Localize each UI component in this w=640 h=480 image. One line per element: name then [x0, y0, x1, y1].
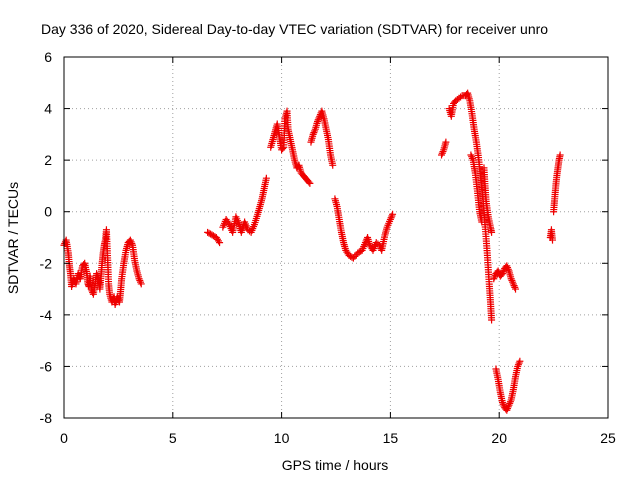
chart-title: Day 336 of 2020, Sidereal Day-to-day VTE…: [41, 21, 548, 37]
data-point: [494, 267, 502, 275]
data-point: [136, 276, 144, 284]
data-point: [135, 275, 143, 283]
data-point: [504, 405, 512, 413]
data-point: [549, 236, 557, 244]
data-point: [438, 149, 446, 157]
data-point: [490, 275, 498, 283]
data-point: [514, 362, 522, 370]
data-point: [511, 283, 519, 291]
data-point: [488, 228, 496, 236]
data-point: [514, 361, 522, 369]
x-tick-labels: 0 5 10 15 20 25: [60, 430, 616, 446]
data-point: [310, 129, 318, 137]
data-point: [128, 240, 136, 248]
data-point: [309, 130, 317, 138]
data-point: [498, 399, 506, 407]
data-point: [478, 218, 486, 226]
data-point: [386, 215, 394, 223]
data-point: [490, 273, 498, 281]
data-point: [224, 219, 232, 227]
data-point: [388, 212, 396, 220]
data-point: [506, 399, 514, 407]
data-point: [556, 151, 564, 159]
data-point: [503, 406, 511, 414]
data-point: [387, 214, 395, 222]
data-point: [442, 138, 450, 146]
y-tick-label: -4: [40, 307, 53, 323]
data-point: [507, 275, 515, 283]
y-tick-label: 6: [44, 49, 52, 65]
y-tick-label: -2: [40, 255, 53, 271]
data-point: [503, 262, 511, 270]
y-tick-label: 2: [44, 152, 52, 168]
axis-ticks: [63, 56, 609, 419]
data-point: [498, 270, 506, 278]
data-point: [499, 400, 507, 408]
y-tick-label: -6: [40, 358, 53, 374]
data-point: [127, 238, 135, 246]
x-tick-label: 10: [274, 430, 290, 446]
x-tick-label: 0: [60, 430, 68, 446]
data-point: [314, 116, 322, 124]
data-point: [509, 278, 517, 286]
data-point: [305, 178, 313, 186]
data-point: [505, 401, 513, 409]
data-point: [504, 264, 512, 272]
y-tick-label: -8: [40, 410, 53, 426]
data-point: [508, 276, 516, 284]
data-point: [467, 151, 475, 159]
data-point: [509, 280, 517, 288]
data-point: [262, 174, 270, 182]
data-point: [315, 114, 323, 122]
data-point: [499, 268, 507, 276]
data-point: [439, 148, 447, 156]
data-point: [504, 265, 512, 273]
y-tick-label: 4: [44, 101, 52, 117]
data-point: [506, 398, 514, 406]
data-point: [306, 179, 314, 187]
data-point: [311, 127, 319, 135]
data-point: [468, 153, 476, 161]
x-axis-label: GPS time / hours: [282, 457, 389, 473]
y-tick-label: 0: [44, 204, 52, 220]
data-point: [137, 280, 145, 288]
x-tick-label: 15: [383, 430, 399, 446]
x-tick-label: 20: [491, 430, 507, 446]
data-point: [137, 278, 145, 286]
data-point: [504, 403, 512, 411]
plot-frame: [63, 56, 609, 419]
data-point: [457, 93, 465, 101]
data-point: [314, 117, 322, 125]
y-axis-label: SDTVAR / TECUs: [5, 182, 21, 294]
grid: [64, 57, 608, 418]
data-point: [279, 145, 287, 153]
y-tick-labels: -8 -6 -4 -2 0 2 4 6: [40, 49, 53, 426]
data-point: [216, 239, 224, 247]
data-point: [510, 282, 518, 290]
data-point: [488, 316, 496, 324]
data-point: [515, 359, 523, 367]
data-point: [512, 285, 520, 293]
data-point: [516, 357, 524, 365]
data-points: [60, 89, 564, 414]
data-point: [438, 151, 446, 159]
x-tick-label: 5: [169, 430, 177, 446]
data-point: [329, 161, 337, 169]
data-point: [126, 236, 134, 244]
data-point: [468, 154, 476, 162]
data-point: [389, 210, 397, 218]
data-point: [214, 237, 222, 245]
x-tick-label: 25: [600, 430, 616, 446]
